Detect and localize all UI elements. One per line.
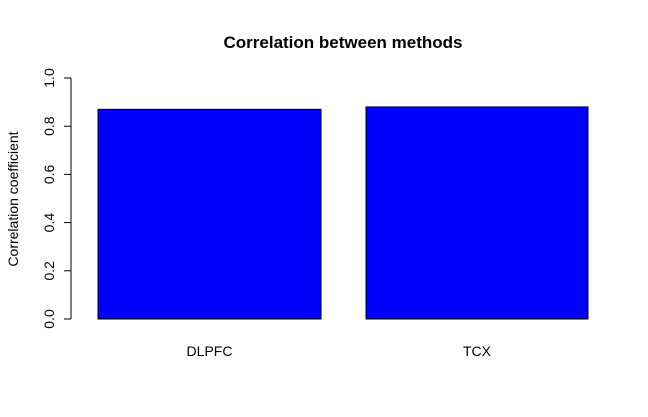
bar-dlpfc [97,108,322,320]
y-tick-label: 0.6 [41,164,57,184]
category-label: TCX [463,343,492,359]
y-axis: 0.0 0.2 0.4 0.6 0.8 1.0 [41,68,72,329]
bar-tcx [365,106,589,320]
y-tick-label: 0.0 [41,309,57,329]
category-labels: DLPFC TCX [187,343,492,359]
bars [97,106,589,320]
y-axis-label: Correlation coefficient [5,131,21,266]
y-tick-label: 0.2 [41,261,57,281]
y-tick-label: 0.8 [41,116,57,136]
chart-title: Correlation between methods [224,33,463,52]
category-label: DLPFC [187,343,233,359]
y-tick-label: 0.4 [41,213,57,233]
y-tick-label: 1.0 [41,68,57,88]
